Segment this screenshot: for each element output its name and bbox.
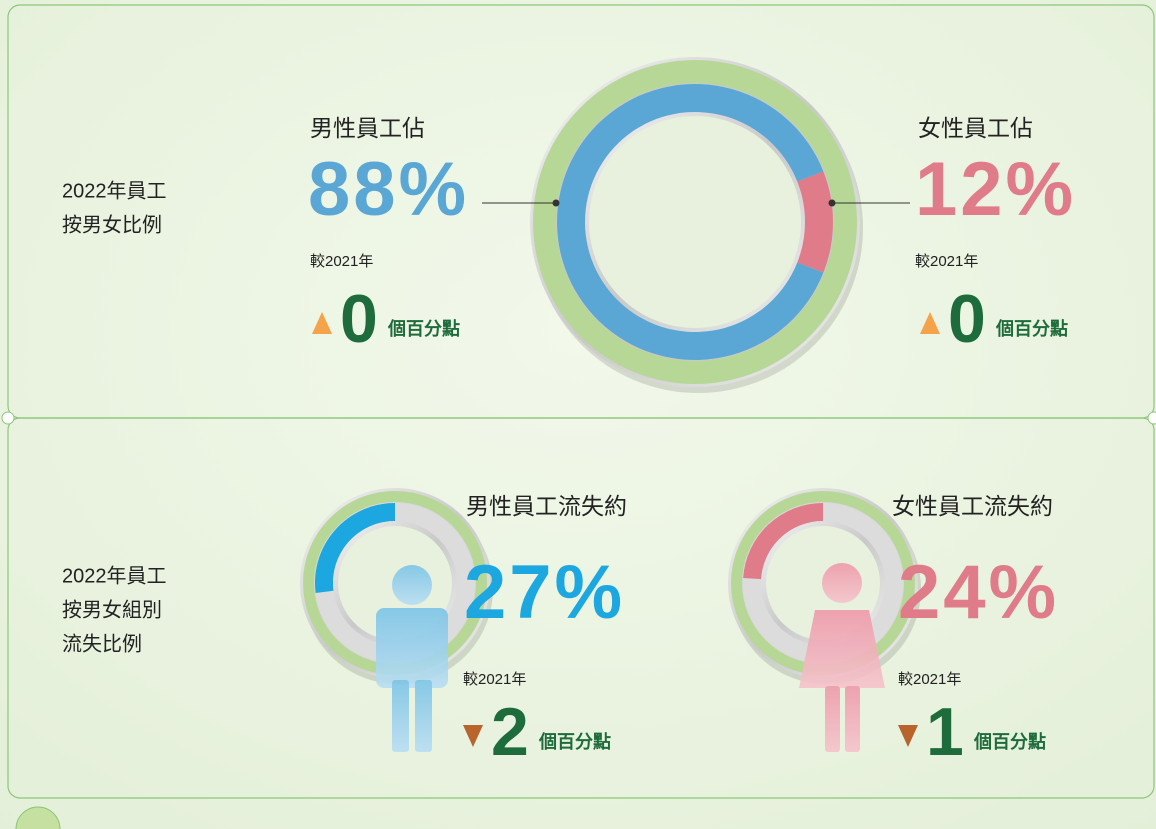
change-value: 1	[926, 694, 964, 770]
divider-node	[2, 412, 14, 424]
connector-dot	[829, 200, 836, 207]
percent-value: 12%	[915, 147, 1076, 232]
divider-node	[1148, 412, 1156, 424]
section-label: 按男女組別	[62, 598, 162, 621]
section-label: 流失比例	[62, 632, 142, 655]
percent-value: 88%	[308, 147, 469, 232]
page: 2022年員工按男女比例 2022年員工按男女組別流失比例 男性員工佔 88% 較202…	[0, 0, 1156, 829]
percent-value: 24%	[898, 550, 1059, 635]
change-value: 2	[491, 694, 529, 770]
compare-label: 較2021年	[310, 252, 373, 270]
item-title: 女性員工流失約	[892, 493, 1053, 519]
change-value: 0	[948, 281, 986, 357]
connector-dot	[553, 200, 560, 207]
infographic: 2022年員工按男女比例 2022年員工按男女組別流失比例 男性員工佔 88% 較202…	[0, 0, 1156, 829]
change-value: 0	[340, 281, 378, 357]
item-title: 男性員工流失約	[466, 493, 627, 519]
change-unit: 個百分點	[973, 732, 1046, 752]
change-unit: 個百分點	[387, 319, 460, 339]
change-unit: 個百分點	[995, 319, 1068, 339]
percent-value: 27%	[464, 550, 625, 635]
ring-hole	[589, 116, 801, 328]
item-title: 男性員工佔	[310, 115, 425, 141]
section-label: 2022年員工	[62, 564, 167, 587]
compare-label: 較2021年	[898, 670, 961, 688]
compare-label: 較2021年	[463, 670, 526, 688]
section-label: 按男女比例	[62, 213, 162, 236]
section-label: 2022年員工	[62, 179, 167, 202]
compare-label: 較2021年	[915, 252, 978, 270]
item-title: 女性員工佔	[918, 115, 1033, 141]
change-unit: 個百分點	[538, 732, 611, 752]
